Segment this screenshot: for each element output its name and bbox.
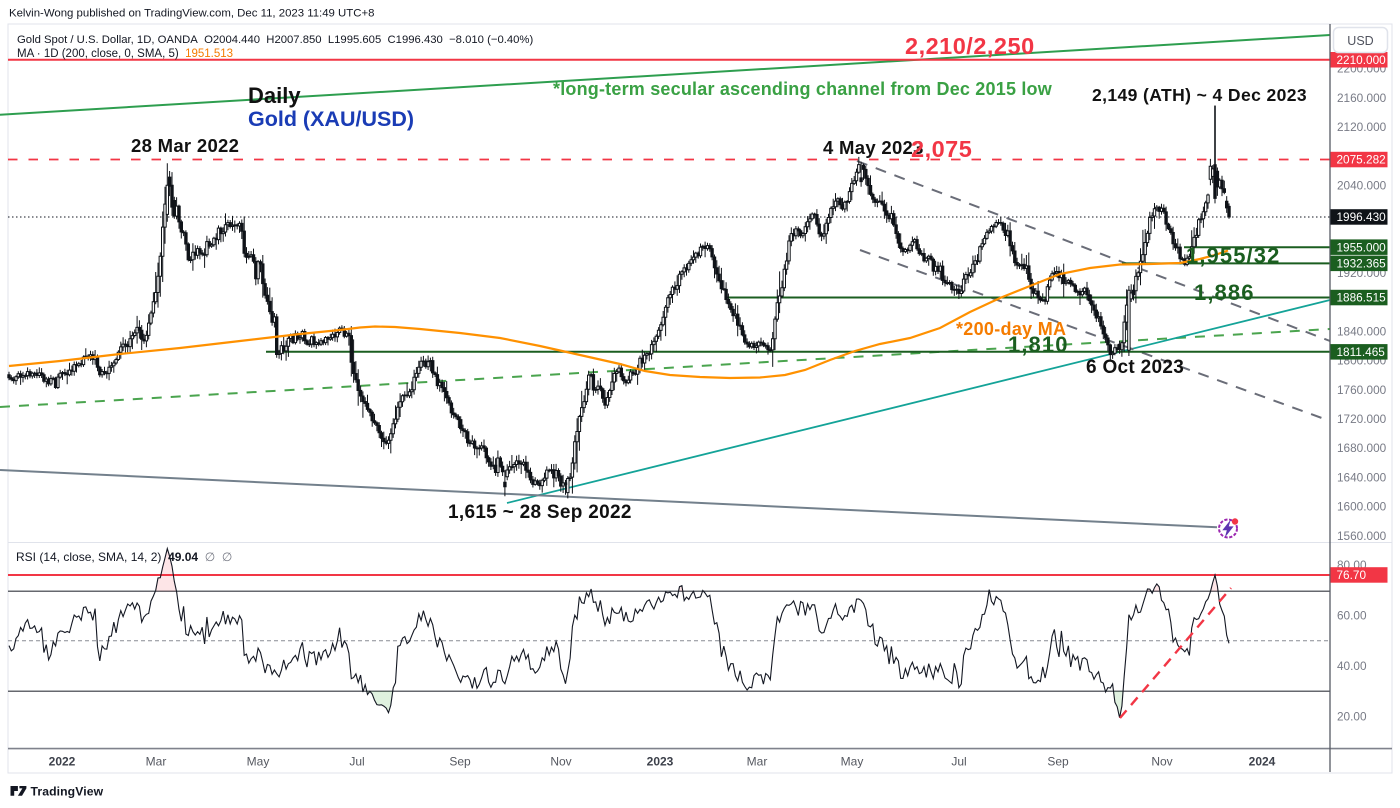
- svg-text:1811.465: 1811.465: [1337, 345, 1386, 359]
- svg-text:4 May 2023: 4 May 2023: [823, 137, 924, 158]
- svg-text:2022: 2022: [49, 755, 76, 769]
- svg-text:2023: 2023: [647, 755, 674, 769]
- svg-text:1680.000: 1680.000: [1337, 441, 1387, 455]
- svg-text:Daily: Daily: [248, 83, 301, 108]
- svg-text:2160.000: 2160.000: [1337, 91, 1387, 105]
- svg-text:2,075: 2,075: [911, 136, 972, 162]
- svg-text:1,955/32: 1,955/32: [1186, 243, 1280, 268]
- svg-text:Mar: Mar: [747, 755, 768, 769]
- svg-text:2120.000: 2120.000: [1337, 120, 1387, 134]
- svg-text:1996.430: 1996.430: [1337, 210, 1387, 224]
- svg-text:Sep: Sep: [1047, 755, 1069, 769]
- svg-text:TradingView: TradingView: [31, 785, 104, 799]
- svg-text:60.00: 60.00: [1337, 609, 1367, 623]
- svg-text:2075.282: 2075.282: [1337, 153, 1386, 167]
- svg-text:1720.000: 1720.000: [1337, 412, 1387, 426]
- svg-text:May: May: [247, 755, 270, 769]
- svg-text:Nov: Nov: [1151, 755, 1172, 769]
- svg-text:2,210/2,250: 2,210/2,250: [905, 33, 1035, 59]
- svg-text:2024: 2024: [1249, 755, 1276, 769]
- svg-text:Gold Spot / U.S. Dollar, 1D, O: Gold Spot / U.S. Dollar, 1D, OANDA O2004…: [17, 34, 533, 46]
- svg-text:1,886: 1,886: [1194, 280, 1255, 305]
- svg-text:1,810: 1,810: [1008, 332, 1069, 357]
- svg-text:1760.000: 1760.000: [1337, 383, 1387, 397]
- svg-text:*200-day MA: *200-day MA: [956, 319, 1066, 339]
- svg-text:MA · 1D (200, close, 0, SMA, 5: MA · 1D (200, close, 0, SMA, 5) 1951.513: [17, 48, 233, 60]
- svg-text:1560.000: 1560.000: [1337, 529, 1387, 543]
- svg-text:28 Mar 2022: 28 Mar 2022: [131, 135, 239, 156]
- svg-text:2,149 (ATH) ~ 4 Dec 2023: 2,149 (ATH) ~ 4 Dec 2023: [1092, 85, 1307, 105]
- svg-text:76.70: 76.70: [1337, 568, 1367, 582]
- svg-text:6 Oct 2023: 6 Oct 2023: [1086, 357, 1184, 378]
- svg-text:*long-term secular ascending c: *long-term secular ascending channel fro…: [553, 79, 1053, 99]
- svg-text:Mar: Mar: [146, 755, 167, 769]
- svg-text:Sep: Sep: [449, 755, 471, 769]
- svg-text:1886.515: 1886.515: [1337, 291, 1387, 305]
- svg-text:2040.000: 2040.000: [1337, 178, 1387, 192]
- svg-text:1840.000: 1840.000: [1337, 324, 1387, 338]
- svg-text:1640.000: 1640.000: [1337, 470, 1387, 484]
- svg-text:20.00: 20.00: [1337, 710, 1367, 724]
- svg-text:1932.365: 1932.365: [1337, 257, 1387, 271]
- svg-text:40.00: 40.00: [1337, 659, 1367, 673]
- svg-text:Jul: Jul: [349, 755, 364, 769]
- svg-text:Nov: Nov: [550, 755, 571, 769]
- svg-text:RSI (14, close, SMA, 14, 2) 4: RSI (14, close, SMA, 14, 2) 49.04 ∅ ∅: [16, 550, 232, 564]
- svg-text:USD: USD: [1347, 34, 1373, 48]
- svg-text:May: May: [841, 755, 864, 769]
- svg-text:Gold (XAU/USD): Gold (XAU/USD): [248, 107, 414, 131]
- svg-text:1,615 ~ 28 Sep 2022: 1,615 ~ 28 Sep 2022: [448, 502, 632, 523]
- svg-text:Jul: Jul: [951, 755, 966, 769]
- svg-text:2210.000: 2210.000: [1337, 53, 1387, 67]
- svg-text:1955.000: 1955.000: [1337, 240, 1387, 254]
- svg-text:Kelvin-Wong published on Tradi: Kelvin-Wong published on TradingView.com…: [9, 8, 374, 20]
- svg-text:1600.000: 1600.000: [1337, 500, 1387, 514]
